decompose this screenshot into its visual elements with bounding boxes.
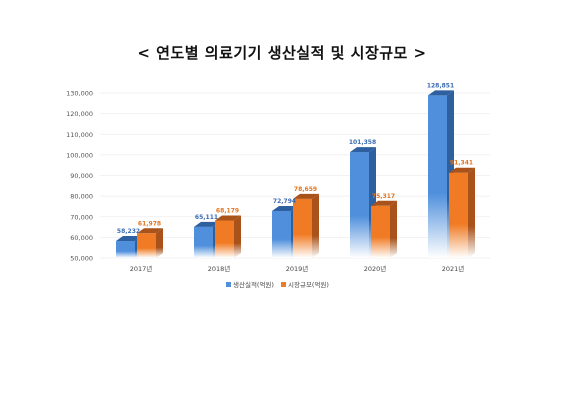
legend-label: 시장규모(억원) xyxy=(288,280,329,289)
bar-top xyxy=(293,193,319,199)
bar xyxy=(371,200,397,258)
bars xyxy=(116,90,475,258)
bar-top xyxy=(272,205,298,211)
data-label: 91,341 xyxy=(450,160,473,167)
bar-side xyxy=(468,167,475,258)
bar-front xyxy=(350,152,369,258)
legend-label: 생산실적(억원) xyxy=(233,280,274,289)
data-label: 78,659 xyxy=(294,186,317,193)
legend-swatch xyxy=(226,282,231,287)
y-tick-label: 50,000 xyxy=(70,255,93,263)
bar-side xyxy=(312,193,319,258)
x-tick-label: 2020년 xyxy=(364,264,387,273)
y-tick-label: 90,000 xyxy=(70,172,93,180)
bar-top xyxy=(350,147,376,153)
bar-front xyxy=(137,233,156,258)
bar-front xyxy=(449,172,468,258)
bar xyxy=(293,193,319,258)
data-label: 68,179 xyxy=(216,208,239,215)
x-tick-label: 2019년 xyxy=(286,264,309,273)
bar-front xyxy=(293,198,312,258)
bar xyxy=(215,215,241,258)
bar-top xyxy=(116,236,142,242)
bar-top xyxy=(137,228,163,234)
bar-side xyxy=(156,228,163,258)
data-label: 128,851 xyxy=(427,82,454,89)
bar xyxy=(137,228,163,258)
x-tick-label: 2018년 xyxy=(208,264,231,273)
y-axis: 50,000 60,000 70,000 80,000 90,000 100,000 110… xyxy=(66,90,93,263)
data-label: 72,794 xyxy=(273,198,296,205)
bar-top xyxy=(371,200,397,206)
bar-top xyxy=(449,167,475,173)
bar-top xyxy=(194,221,220,227)
bar-front xyxy=(116,241,135,258)
bar-front xyxy=(371,205,390,258)
bar-front xyxy=(215,220,234,258)
legend-swatch xyxy=(281,282,286,287)
y-tick-label: 120,000 xyxy=(66,110,93,118)
bar-front xyxy=(428,95,447,258)
data-label: 75,317 xyxy=(372,193,395,200)
bar-top xyxy=(215,215,241,221)
bar-front xyxy=(194,226,213,258)
data-label: 101,358 xyxy=(349,139,376,146)
y-tick-label: 70,000 xyxy=(70,213,93,221)
x-tick-label: 2021년 xyxy=(442,264,465,273)
data-label: 65,111 xyxy=(195,214,218,221)
y-tick-label: 80,000 xyxy=(70,193,93,201)
y-tick-label: 100,000 xyxy=(66,151,93,159)
y-tick-label: 60,000 xyxy=(70,234,93,242)
y-tick-label: 110,000 xyxy=(66,131,93,139)
data-label: 61,978 xyxy=(138,220,161,227)
bar-top xyxy=(428,90,454,96)
data-label: 58,232 xyxy=(117,228,140,235)
legend: 생산실적(억원) 시장규모(억원) xyxy=(226,280,329,289)
y-tick-label: 130,000 xyxy=(66,90,93,98)
x-axis: 2017년 2018년 2019년 2020년 2021년 xyxy=(130,264,465,273)
x-tick-label: 2017년 xyxy=(130,264,153,273)
bar xyxy=(449,167,475,258)
chart-title: < 연도별 의료기기 생산실적 및 시장규모 > xyxy=(137,44,427,62)
bar-side xyxy=(390,200,397,258)
bar-front xyxy=(272,210,291,258)
bar-side xyxy=(234,215,241,258)
